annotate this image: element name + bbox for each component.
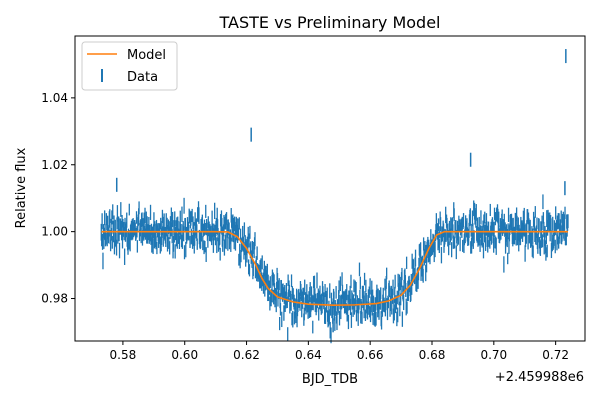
y-tick-label: 1.02 [41,158,68,172]
chart-title: TASTE vs Preliminary Model [219,13,441,32]
y-tick-label: 1.00 [41,225,68,239]
x-tick-label: 0.58 [110,348,137,362]
x-tick-label: 0.62 [233,348,260,362]
x-axis-label: BJD_TDB [302,372,358,387]
data-layer [100,49,569,344]
legend-model-label: Model [127,48,166,63]
model-line [101,230,568,307]
x-offset-label: +2.459988e6 [495,370,584,385]
y-tick-label: 0.98 [41,292,68,306]
x-axis-ticks: 0.58 0.60 0.62 0.64 0.66 0.68 0.70 0.72 [110,341,569,362]
x-tick-label: 0.68 [419,348,446,362]
y-axis-ticks: 0.98 1.00 1.02 1.04 [41,91,75,306]
x-tick-label: 0.64 [295,348,322,362]
x-tick-label: 0.60 [171,348,198,362]
x-tick-label: 0.66 [357,348,384,362]
plot-frame [74,35,586,342]
legend-data-label: Data [127,70,158,85]
y-tick-label: 1.04 [41,91,68,105]
x-tick-label: 0.70 [480,348,507,362]
model-layer [101,230,568,307]
y-axis-label: Relative flux [14,147,29,228]
legend: Model Data [81,41,178,91]
x-tick-label: 0.72 [542,348,569,362]
